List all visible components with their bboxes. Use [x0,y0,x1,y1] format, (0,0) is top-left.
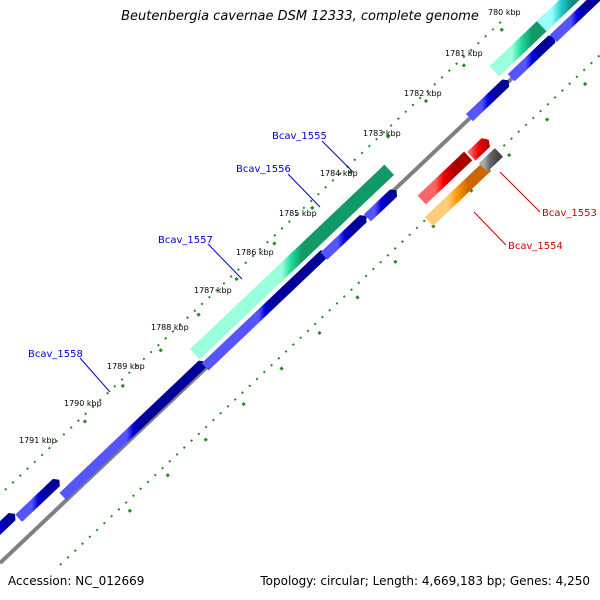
cds-feature[interactable] [549,0,600,43]
reverse-features [417,135,504,226]
accession-text: Accession: NC_012669 [8,574,145,588]
cds-feature[interactable] [15,476,63,522]
gene-feature[interactable] [189,164,395,360]
genome-info-text: Topology: circular; Length: 4,669,183 bp… [260,574,590,588]
tick-label: 1791 kbp [19,436,57,445]
tick-label: 1786 kbp [236,248,274,257]
gene-label-bcav-1554[interactable]: Bcav_1554 [508,241,563,252]
tick-label: 1785 kbp [279,209,317,218]
forward-blue-features [0,0,600,548]
gene-feature[interactable] [424,162,492,226]
tick-label: 1789 kbp [107,362,145,371]
cds-feature[interactable] [0,510,18,548]
gene-label-bcav-1557[interactable]: Bcav_1557 [158,235,213,246]
tick-label: 780 kbp [488,8,521,17]
gene-feature[interactable] [478,148,504,172]
cds-feature[interactable] [417,151,473,205]
label-leaders [79,140,541,393]
gene-feature[interactable] [489,13,555,77]
forward-green-features [189,0,588,360]
cds-feature[interactable] [320,212,370,260]
gene-label-bcav-1555[interactable]: Bcav_1555 [272,131,327,142]
tick-label: 1788 kbp [151,323,189,332]
cds-feature[interactable] [467,135,493,161]
cds-feature[interactable] [465,77,512,122]
cds-feature[interactable] [59,358,208,501]
gene-feature[interactable] [536,0,588,32]
gene-label-bcav-1558[interactable]: Bcav_1558 [28,349,83,360]
outer-tick-row [4,0,536,491]
topology-text: Topology: circular; Length: 4,669,183 bp… [260,574,590,588]
tick-labels: 780 kbp 1781 kbp 1782 kbp 1783 kbp 1784 … [19,8,521,445]
cds-feature[interactable] [201,248,331,371]
map-title: Beutenbergia cavernae DSM 12333, complet… [121,9,479,24]
tick-label: 1784 kbp [320,169,358,178]
tick-label: 1783 kbp [363,129,401,138]
gene-label-bcav-1556[interactable]: Bcav_1556 [236,164,291,175]
gene-label-bcav-1553[interactable]: Bcav_1553 [542,208,597,219]
cds-feature[interactable] [364,187,400,222]
tick-label: 1790 kbp [64,399,102,408]
gene-labels: Bcav_1555 Bcav_1556 Bcav_1557 Bcav_1558 … [28,131,597,360]
tick-label: 1787 kbp [194,286,232,295]
tick-label: 1782 kbp [404,89,442,98]
cds-feature[interactable] [507,33,558,82]
inner-tick-row [59,54,600,566]
tick-label: 1781 kbp [445,49,483,58]
